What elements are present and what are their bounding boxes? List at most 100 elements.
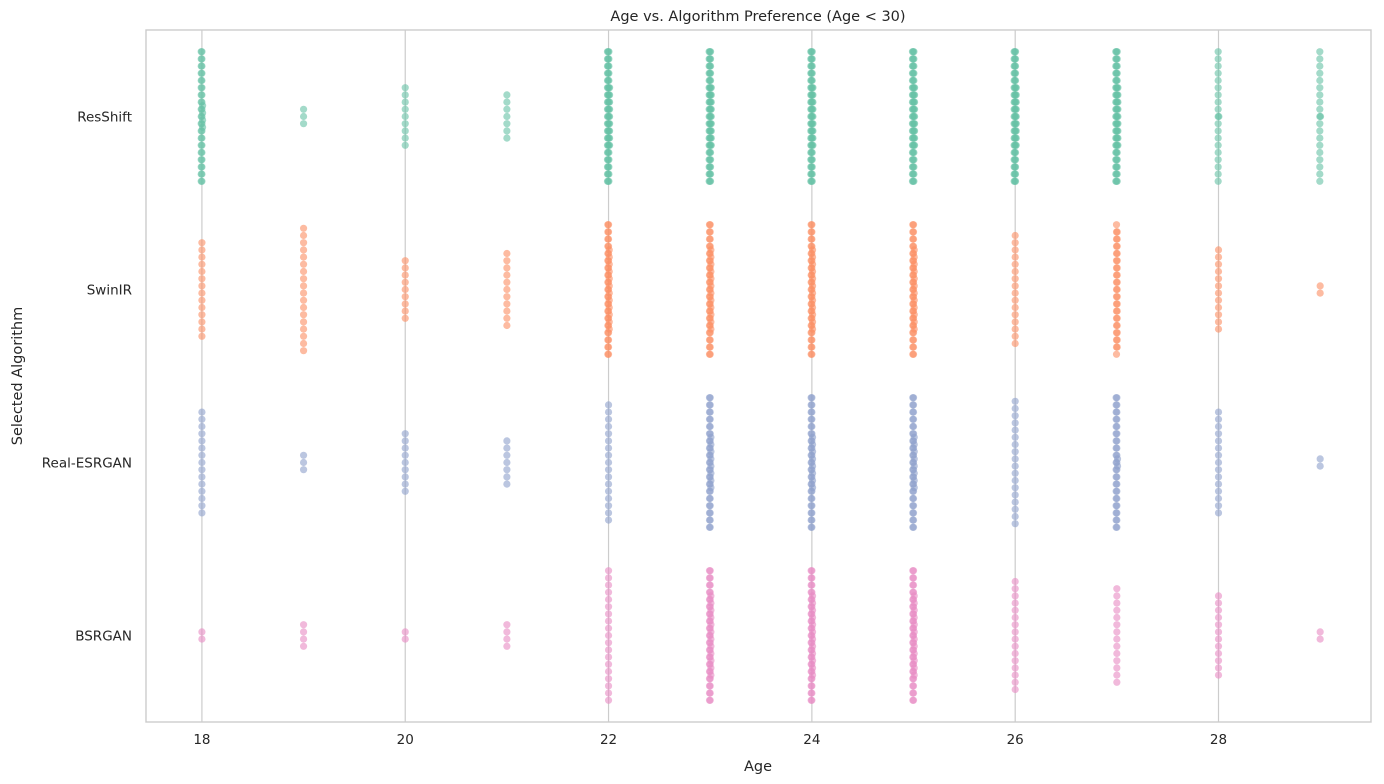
point-swinir-age-25	[910, 289, 918, 297]
point-real-esrgan-age-22	[604, 401, 613, 409]
point-swinir-age-19	[299, 267, 308, 276]
point-bsrgan-age-28	[1214, 628, 1223, 636]
point-resshift-age-28	[1214, 76, 1222, 85]
point-real-esrgan-age-19	[299, 466, 308, 474]
point-real-esrgan-age-23	[707, 455, 715, 463]
point-resshift-age-23	[707, 120, 715, 128]
point-resshift-age-25	[910, 48, 918, 56]
point-swinir-age-24	[808, 303, 817, 312]
point-bsrgan-age-20	[401, 635, 409, 643]
point-swinir-age-19	[299, 224, 308, 232]
point-bsrgan-age-25	[909, 696, 918, 704]
point-real-esrgan-age-24	[808, 440, 817, 449]
point-bsrgan-age-24	[808, 649, 817, 658]
point-bsrgan-age-22	[604, 610, 613, 618]
point-swinir-age-24	[808, 325, 817, 333]
point-resshift-age-24	[808, 55, 816, 63]
point-resshift-age-26	[1011, 76, 1020, 85]
point-swinir-age-18	[198, 246, 206, 254]
point-swinir-age-18	[198, 311, 206, 319]
point-real-esrgan-age-18	[198, 509, 206, 517]
point-resshift-age-23	[706, 62, 715, 70]
point-real-esrgan-age-25	[909, 516, 918, 524]
point-swinir-age-25	[910, 325, 918, 333]
point-swinir-age-22	[605, 318, 613, 326]
point-real-esrgan-age-26	[1011, 433, 1019, 441]
point-swinir-age-19	[299, 275, 308, 283]
point-real-esrgan-age-27	[1113, 523, 1121, 531]
point-real-esrgan-age-18	[198, 473, 206, 481]
point-bsrgan-age-22	[604, 639, 613, 647]
point-real-esrgan-age-28	[1214, 473, 1223, 481]
point-resshift-age-28	[1214, 120, 1222, 128]
point-real-esrgan-age-18	[198, 451, 206, 459]
point-swinir-age-22	[605, 253, 613, 261]
point-real-esrgan-age-27	[1113, 422, 1121, 431]
point-resshift-age-24	[808, 48, 816, 56]
chart-title: Age vs. Algorithm Preference (Age < 30)	[610, 9, 905, 25]
point-resshift-age-23	[707, 98, 715, 106]
point-real-esrgan-age-28	[1214, 437, 1223, 445]
point-resshift-age-23	[707, 141, 715, 149]
point-resshift-age-29	[1316, 134, 1324, 142]
point-resshift-age-25	[910, 84, 919, 92]
point-real-esrgan-age-25	[910, 484, 918, 492]
point-real-esrgan-age-24	[808, 476, 817, 485]
point-resshift-age-18	[198, 148, 206, 157]
point-real-esrgan-age-27	[1113, 455, 1122, 463]
point-real-esrgan-age-26	[1011, 484, 1019, 492]
point-bsrgan-age-27	[1113, 628, 1121, 636]
point-swinir-age-20	[401, 264, 409, 272]
point-swinir-age-23	[707, 253, 715, 261]
point-resshift-age-26	[1012, 112, 1020, 121]
point-bsrgan-age-24	[808, 592, 817, 600]
point-real-esrgan-age-22	[604, 437, 613, 445]
point-bsrgan-age-28	[1214, 635, 1223, 643]
point-bsrgan-age-23	[707, 649, 715, 658]
point-bsrgan-age-23	[707, 599, 715, 607]
point-swinir-age-25	[910, 282, 918, 290]
point-swinir-age-19	[299, 332, 308, 340]
point-bsrgan-age-28	[1214, 592, 1223, 600]
point-resshift-age-21	[503, 112, 511, 121]
point-real-esrgan-age-27	[1113, 502, 1121, 510]
point-real-esrgan-age-23	[707, 440, 715, 449]
point-real-esrgan-age-27	[1113, 509, 1121, 517]
point-real-esrgan-age-20	[401, 487, 409, 495]
point-resshift-age-18	[199, 102, 207, 110]
point-swinir-age-27	[1113, 300, 1121, 308]
point-swinir-age-22	[604, 235, 613, 243]
point-bsrgan-age-18	[198, 635, 206, 643]
point-resshift-age-20	[401, 112, 409, 121]
point-bsrgan-age-23	[707, 671, 715, 679]
x-axis-ticks: 18 20 22 24 26 28	[193, 732, 1227, 748]
point-resshift-age-21	[503, 127, 511, 135]
point-real-esrgan-age-28	[1214, 422, 1223, 431]
point-real-esrgan-age-25	[910, 440, 918, 449]
point-swinir-age-23	[706, 228, 714, 236]
point-bsrgan-age-26	[1011, 657, 1019, 665]
point-swinir-age-27	[1113, 285, 1121, 294]
x-tick-label-28: 28	[1210, 732, 1227, 748]
point-resshift-age-18	[198, 62, 206, 70]
point-resshift-age-26	[1011, 69, 1020, 77]
point-bsrgan-age-26	[1011, 635, 1019, 643]
point-swinir-age-24	[808, 253, 817, 261]
point-real-esrgan-age-26	[1011, 505, 1019, 513]
point-resshift-age-22	[605, 163, 613, 171]
point-swinir-age-22	[605, 303, 613, 312]
point-resshift-age-28	[1214, 105, 1222, 113]
point-swinir-age-23	[706, 336, 714, 344]
point-swinir-age-23	[706, 350, 714, 358]
point-real-esrgan-age-20	[401, 473, 409, 481]
point-resshift-age-27	[1113, 55, 1121, 63]
point-resshift-age-18	[198, 134, 206, 142]
point-resshift-age-29	[1316, 84, 1324, 92]
point-resshift-age-29	[1316, 156, 1324, 164]
point-swinir-age-19	[299, 246, 308, 254]
point-resshift-age-18	[198, 170, 206, 178]
point-resshift-age-20	[401, 91, 409, 99]
point-real-esrgan-age-24	[808, 433, 817, 441]
point-swinir-age-21	[503, 285, 511, 294]
point-bsrgan-age-22	[604, 603, 613, 611]
